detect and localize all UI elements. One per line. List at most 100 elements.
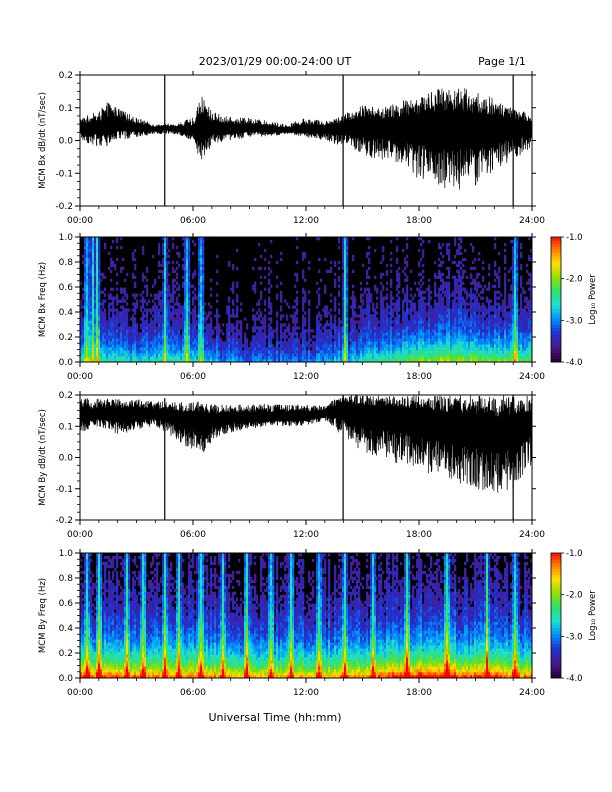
spectrogram-cell [102, 350, 105, 354]
spectrogram-cell [80, 338, 83, 342]
spectrogram-cell [414, 335, 417, 339]
spectrogram-cell [164, 314, 167, 318]
spectrogram-cell [244, 344, 247, 348]
spectrogram-cell [512, 299, 515, 303]
spectrogram-cell [90, 263, 93, 268]
spectrogram-cell [256, 317, 259, 321]
spectrogram-cell [144, 323, 147, 327]
spectrogram-cell [164, 272, 167, 276]
spectrogram-cell [364, 329, 367, 333]
spectrogram-cell [172, 260, 175, 265]
spectrogram-cell [108, 251, 111, 256]
spectrogram-cell [86, 293, 89, 297]
spectrogram-cell [124, 344, 127, 348]
spectrogram-cell [82, 341, 85, 345]
spectrogram-cell [448, 290, 451, 294]
spectrogram-cell [332, 347, 335, 351]
spectrogram-cell [186, 281, 189, 285]
spectrogram-cell [178, 308, 181, 312]
spectrogram-cell [276, 329, 279, 333]
spectrogram-cell [344, 359, 347, 363]
spectrogram-cell [488, 338, 491, 342]
spectrogram-cell [186, 278, 189, 282]
spectrogram-cell [94, 284, 97, 288]
spectrogram-cell [496, 359, 499, 363]
spectrogram-cell [86, 359, 89, 363]
spectrogram-cell [390, 314, 393, 318]
spectrogram-cell [410, 341, 413, 345]
spectrogram-cell [482, 296, 485, 300]
spectrogram-cell [94, 323, 97, 327]
spectrogram-cell [182, 359, 185, 363]
spectrogram-cell [278, 359, 281, 363]
spectrogram-cell [450, 359, 453, 363]
spectrogram-cell [86, 275, 89, 279]
spectrogram-cell [156, 293, 159, 297]
spectrogram-cell [386, 293, 389, 297]
spectrogram-cell [438, 269, 441, 274]
spectrogram-cell [438, 308, 441, 312]
spectrogram-cell [480, 350, 483, 354]
spectrogram-cell [490, 305, 493, 309]
spectrogram-cell [202, 239, 205, 244]
spectrogram-cell [196, 344, 199, 348]
spectrogram-cell [418, 272, 421, 276]
spectrogram-cell [372, 326, 375, 330]
spectrogram-cell [330, 350, 333, 354]
spectrogram-cell [456, 278, 459, 282]
spectrogram-cell [462, 335, 465, 339]
spectrogram-cell [388, 335, 391, 339]
spectrogram-cell [238, 329, 241, 333]
spectrogram-cell [294, 311, 297, 315]
spectrogram-cell [134, 308, 137, 312]
spectrogram-cell [250, 359, 253, 363]
spectrogram-cell [116, 299, 119, 303]
spectrogram-cell [276, 275, 279, 279]
spectrogram-cell [166, 269, 169, 274]
spectrogram-cell [334, 350, 337, 354]
spectrogram-cell [336, 359, 339, 363]
spectrogram-cell [292, 326, 295, 330]
spectrogram-cell [188, 317, 191, 321]
spectrogram-cell [462, 320, 465, 324]
spectrogram-cell [488, 263, 491, 268]
spectrogram-cell [478, 353, 481, 357]
spectrogram-cell [482, 326, 485, 330]
spectrogram-cell [420, 359, 423, 363]
spectrogram-cell [382, 305, 385, 309]
spectrogram-cell [128, 341, 131, 345]
spectrogram-cell [236, 314, 239, 318]
spectrogram-cell [88, 263, 91, 268]
spectrogram-cell [348, 344, 351, 348]
spectrogram-cell [188, 347, 191, 351]
spectrogram-cell [96, 278, 99, 282]
spectrogram-cell [446, 251, 449, 256]
spectrogram-cell [416, 344, 419, 348]
spectrogram-cell [92, 353, 95, 357]
spectrogram-cell [136, 332, 139, 336]
spectrogram-cell [82, 296, 85, 300]
spectrogram-cell [342, 293, 345, 297]
date-range-title: 2023/01/29 00:00-24:00 UT [199, 55, 352, 68]
spectrogram-cell [468, 344, 471, 348]
spectrogram-cell [294, 350, 297, 354]
spectrogram-cell [470, 242, 473, 247]
spectrogram-cell [264, 350, 267, 354]
spectrogram-cell [454, 260, 457, 265]
spectrogram-cell [492, 359, 495, 363]
spectrogram-cell [96, 260, 99, 265]
spectrogram-cell [164, 248, 167, 253]
spectrogram-cell [128, 308, 131, 312]
spectrogram-cell [456, 284, 459, 288]
spectrogram-cell [124, 299, 127, 303]
spectrogram-cell [380, 299, 383, 303]
spectrogram-cell [422, 305, 425, 309]
spectrogram-cell [116, 356, 119, 360]
spectrogram-cell [188, 338, 191, 342]
spectrogram-cell [138, 332, 141, 336]
spectrogram-cell [146, 338, 149, 342]
spectrogram-cell [368, 347, 371, 351]
spectrogram-cell [164, 239, 167, 244]
spectrogram-cell [100, 347, 103, 351]
spectrogram-cell [216, 314, 219, 318]
